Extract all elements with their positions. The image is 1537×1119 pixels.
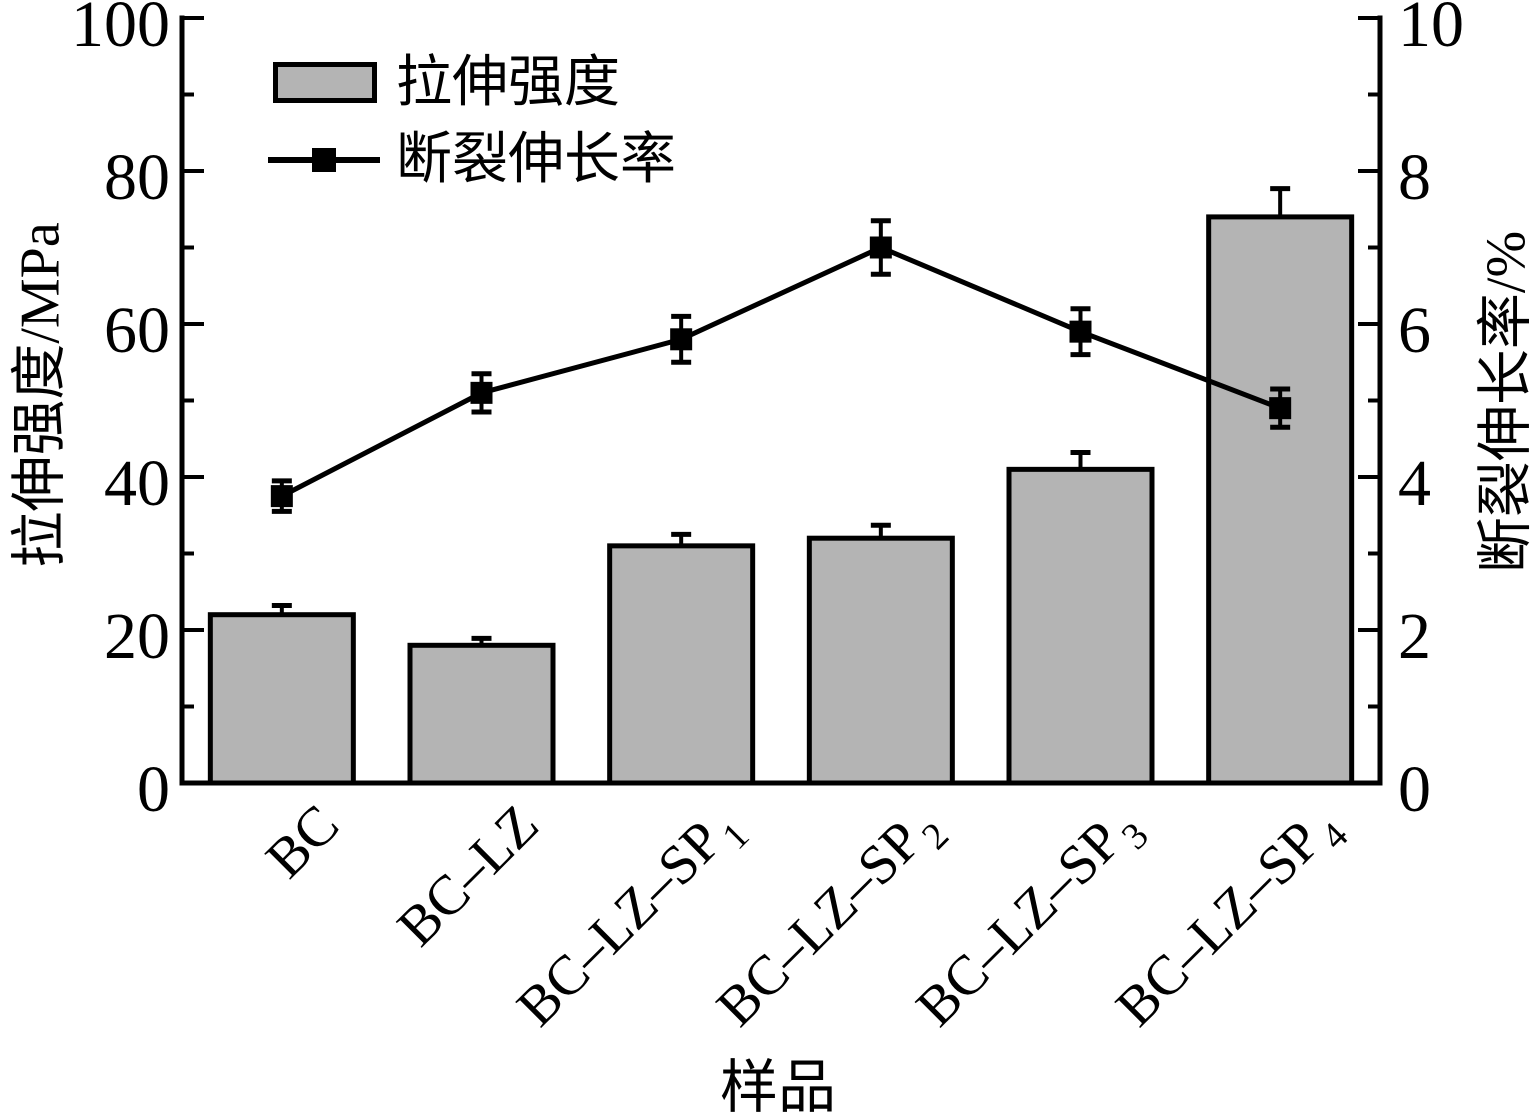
legend-bar-label: 拉伸强度 (396, 52, 620, 114)
x-tick-label-subscript: 4 (1313, 815, 1356, 858)
left-axis-tick-label: 0 (137, 753, 170, 826)
bar (207, 612, 356, 786)
line-marker (1269, 397, 1292, 420)
right-axis-title: 断裂伸长率/% (1475, 230, 1537, 574)
right-axis-tick-label: 10 (1398, 0, 1464, 61)
line-marker (670, 328, 693, 351)
x-tick-label: BC–LZ (386, 793, 551, 958)
bar (607, 543, 756, 786)
left-axis-tick-label: 100 (71, 0, 170, 61)
x-tick-label-subscript: 2 (914, 815, 957, 858)
x-tick-label: BC (254, 793, 351, 890)
x-tick-label-subscript: 3 (1114, 815, 1157, 858)
line-marker (869, 236, 892, 259)
line-marker (270, 485, 293, 508)
right-axis-tick-label: 0 (1398, 753, 1431, 826)
left-axis-tick-label: 60 (104, 294, 170, 367)
right-axis-tick-label: 2 (1398, 600, 1431, 673)
bar (1206, 214, 1355, 786)
legend-bar-swatch (273, 62, 377, 103)
x-axis-title: 样品 (719, 1055, 837, 1119)
bar (407, 642, 556, 786)
right-axis-tick-label: 4 (1398, 447, 1431, 520)
legend-line-label: 断裂伸长率 (396, 129, 676, 191)
line-series (280, 244, 1282, 499)
left-axis-tick-label: 40 (104, 447, 170, 520)
right-axis-tick-label: 6 (1398, 294, 1431, 367)
x-tick-label-subscript: 1 (714, 815, 757, 858)
bar (806, 535, 955, 786)
right-axis-tick-label: 8 (1398, 141, 1431, 214)
line-marker (470, 381, 493, 404)
legend-line-marker-icon (312, 148, 336, 172)
bar (1006, 466, 1155, 786)
left-axis-title: 拉伸强度/MPa (9, 222, 72, 568)
line-marker (1069, 320, 1092, 343)
left-axis-tick-label: 80 (104, 141, 170, 214)
left-axis-tick-label: 20 (104, 600, 170, 673)
